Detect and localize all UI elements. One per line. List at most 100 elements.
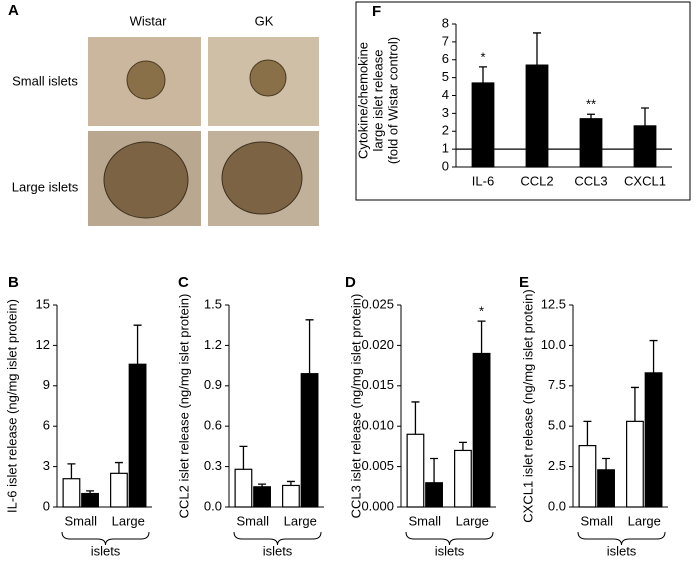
bar — [110, 472, 128, 508]
y-tick-label: 3 — [43, 458, 50, 473]
y-tick-label: 12 — [36, 337, 50, 352]
y-tick-label: 0.020 — [361, 337, 394, 352]
group-label: islets — [263, 543, 293, 558]
error-bar — [305, 319, 314, 374]
bar — [454, 449, 472, 508]
error-bar — [458, 441, 467, 451]
bar — [81, 492, 99, 508]
y-tick-label: 0.6 — [204, 418, 222, 433]
bar — [253, 486, 271, 508]
y-tick-label: 2 — [442, 123, 449, 138]
group-brace — [405, 531, 494, 546]
row-label: Large islets — [12, 179, 79, 194]
islet — [221, 141, 303, 215]
x-tick-label: CCL2 — [520, 173, 553, 188]
bar — [472, 352, 491, 508]
x-tick-label: Large — [112, 513, 145, 528]
x-tick-label: Large — [456, 513, 489, 528]
panel-label: C — [178, 274, 189, 291]
y-tick-label: 7 — [442, 33, 449, 48]
y-axis-label: large islet release — [370, 50, 385, 152]
y-axis-label: CCL2 islet release (ng/mg islet protein) — [176, 294, 191, 519]
row-label: Small islets — [12, 73, 78, 88]
y-tick-label: 9 — [43, 377, 50, 392]
islet — [249, 59, 287, 97]
y-tick-label: 1 — [442, 141, 449, 156]
y-tick-label: 10.0 — [541, 337, 566, 352]
error-bar — [286, 480, 295, 486]
x-tick-label: Small — [64, 513, 97, 528]
y-tick-label: 0.0 — [548, 498, 566, 513]
x-tick-label: Small — [580, 513, 613, 528]
significance-label: * — [479, 304, 484, 319]
error-bar — [630, 386, 639, 422]
bar — [626, 420, 644, 508]
islet — [126, 60, 166, 100]
panel-label: A — [8, 2, 19, 19]
bar — [578, 444, 597, 508]
group-label: islets — [91, 543, 121, 558]
y-tick-label: 7.5 — [548, 377, 566, 392]
error-bar — [86, 490, 95, 494]
panel-label: F — [372, 3, 381, 20]
error-bar — [67, 463, 76, 479]
y-axis-label: Cytokine/chemokine — [355, 42, 370, 159]
y-tick-label: 0 — [43, 498, 50, 513]
error-bar — [649, 339, 658, 373]
y-tick-label: 2.5 — [548, 458, 566, 473]
y-tick-label: 0 — [442, 158, 449, 173]
x-tick-label: CXCL1 — [624, 173, 666, 188]
error-bar — [641, 107, 649, 126]
y-tick-label: 0.005 — [361, 458, 394, 473]
error-bar — [430, 457, 439, 483]
panel-label: E — [519, 274, 529, 291]
islet — [103, 141, 189, 219]
panel-frame — [355, 1, 691, 201]
y-tick-label: 0.025 — [361, 296, 394, 311]
bar — [525, 64, 549, 168]
bar — [128, 363, 147, 508]
y-tick-label: 3 — [442, 105, 449, 120]
panel-label: D — [345, 274, 356, 291]
bar — [597, 469, 615, 508]
group-brace — [577, 531, 666, 546]
y-tick-label: 15 — [36, 296, 50, 311]
bar — [234, 468, 253, 508]
bar — [471, 82, 495, 168]
y-tick-label: 0.0 — [204, 498, 222, 513]
column-label: GK — [255, 13, 274, 28]
micrographs — [88, 37, 319, 226]
error-bar — [477, 320, 486, 354]
y-tick-label: 12.5 — [541, 296, 566, 311]
group-brace — [61, 531, 150, 546]
group-label: islets — [435, 543, 465, 558]
bar — [579, 118, 603, 168]
y-tick-label: 6 — [442, 51, 449, 66]
bar — [282, 484, 300, 508]
error-bar — [533, 32, 541, 66]
column-label: Wistar — [130, 13, 168, 28]
y-axis-label: (fold of Wistar control) — [385, 37, 400, 164]
bar — [425, 482, 443, 508]
x-tick-label: Large — [628, 513, 661, 528]
significance-label: * — [480, 49, 485, 64]
y-tick-label: 5 — [442, 69, 449, 84]
bar — [62, 478, 81, 508]
y-tick-label: 6 — [43, 418, 50, 433]
x-tick-label: CCL3 — [574, 173, 607, 188]
y-tick-label: 0.3 — [204, 458, 222, 473]
error-bar — [479, 66, 487, 83]
bar — [633, 125, 657, 168]
y-tick-label: 0.015 — [361, 377, 394, 392]
error-bar — [583, 420, 592, 446]
error-bar — [411, 401, 420, 435]
panel-label: B — [8, 274, 19, 291]
y-tick-label: 4 — [442, 87, 449, 102]
y-tick-label: 5.0 — [548, 418, 566, 433]
error-bar — [133, 324, 142, 365]
error-bar — [602, 457, 611, 470]
x-tick-label: Large — [284, 513, 317, 528]
bar — [406, 433, 425, 508]
